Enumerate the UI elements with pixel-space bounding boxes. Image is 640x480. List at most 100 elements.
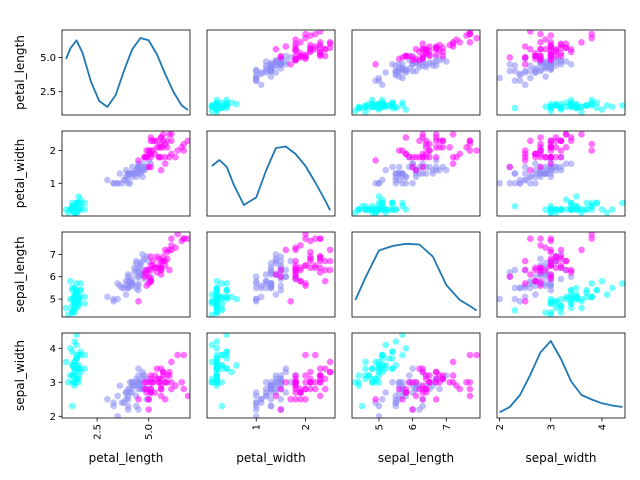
scatter-point <box>375 402 383 410</box>
scatter-point <box>521 163 529 171</box>
scatter-point <box>542 153 549 161</box>
scatter-point <box>578 109 585 115</box>
panel-frame <box>351 332 481 419</box>
panel-frame <box>496 130 626 217</box>
scatter-point <box>466 147 474 154</box>
scatter-point <box>104 293 111 301</box>
scatter-point <box>466 379 474 386</box>
scatter-point <box>218 402 226 410</box>
scatter-point <box>208 379 216 386</box>
scatter-point <box>213 289 221 296</box>
scatter-point <box>312 264 319 272</box>
scatter-point <box>573 284 580 292</box>
scatter-point <box>355 206 363 213</box>
scatter-point <box>532 180 539 187</box>
scatter-point <box>174 351 181 359</box>
scatter-point <box>402 345 410 352</box>
scatter-point <box>147 275 155 283</box>
scatter-point <box>547 300 555 307</box>
scatter-point <box>252 71 260 79</box>
panel-frame <box>61 29 191 116</box>
scatter-point <box>449 358 457 366</box>
y-axis-label: petal_width <box>13 139 27 208</box>
scatter-point <box>432 396 440 403</box>
panel-sepal-width-vs-petal-width <box>208 333 334 418</box>
scatter-point <box>449 131 457 138</box>
scatter-point <box>562 58 570 65</box>
scatter-point <box>69 284 76 292</box>
scatter-point <box>62 358 70 366</box>
scatter-point <box>446 144 454 151</box>
scatter-point <box>81 206 88 213</box>
scatter-point <box>282 43 290 50</box>
scatter-point <box>506 61 514 68</box>
scatter-point <box>395 385 403 393</box>
scatter-point <box>81 300 88 307</box>
scatter-point <box>382 69 390 76</box>
panel-frame <box>351 231 481 318</box>
scatter-point <box>552 264 560 272</box>
scatter-point <box>516 284 524 292</box>
panel-frame <box>206 231 336 318</box>
scatter-point <box>419 150 427 158</box>
scatter-point <box>116 170 124 177</box>
scatter-point <box>77 280 84 287</box>
scatter-point <box>537 255 544 263</box>
y-tick-label: 7 <box>50 250 56 261</box>
panel-frame <box>61 130 191 217</box>
scatter-point <box>104 396 111 403</box>
scatter-point <box>362 103 369 111</box>
scatter-point <box>399 202 406 210</box>
scatter-point <box>141 385 148 393</box>
scatter-point <box>133 260 140 267</box>
scatter-point <box>409 406 416 413</box>
scatter-point <box>326 358 334 366</box>
scatter-point <box>316 235 324 242</box>
scatter-point <box>379 396 386 403</box>
scatter-point <box>557 153 565 161</box>
scatter-point <box>213 295 221 303</box>
scatter-point <box>527 235 534 242</box>
scatter-point <box>527 45 534 53</box>
scatter-point <box>71 338 78 345</box>
kde-line-sepal-length <box>354 242 478 312</box>
scatter-point <box>432 137 440 145</box>
scatter-point <box>262 379 270 386</box>
scatter-point <box>562 160 570 167</box>
scatter-point <box>557 246 565 254</box>
scatter-point <box>355 372 363 379</box>
scatter-point <box>118 180 126 187</box>
scatter-point <box>292 52 299 60</box>
scatter-point <box>272 59 280 67</box>
scatter-point <box>153 365 161 373</box>
scatter-point <box>412 392 420 400</box>
scatter-point <box>588 147 595 154</box>
x-axis-label: sepal_width <box>525 451 596 465</box>
scatter-point <box>449 372 457 379</box>
scatter-point <box>395 163 403 171</box>
scatter-point <box>573 295 580 303</box>
panel-petal-length-vs-sepal-width <box>497 30 625 115</box>
scatter-point <box>497 74 503 82</box>
panel-frame <box>206 332 336 419</box>
scatter-point <box>521 170 529 177</box>
y-tick-label: 3 <box>50 378 56 389</box>
scatter-point <box>223 96 230 104</box>
scatter-point <box>312 385 319 393</box>
scatter-point <box>277 52 285 60</box>
scatter-point <box>139 173 146 181</box>
scatter-point <box>137 166 144 174</box>
scatter-point <box>126 385 134 393</box>
scatter-point <box>547 262 555 269</box>
scatter-point <box>547 246 555 254</box>
scatter-point <box>358 402 366 410</box>
x-tick-label: 2 <box>495 424 506 430</box>
scatter-point <box>302 34 309 42</box>
scatter-point <box>516 71 524 79</box>
x-tick-label: 5.0 <box>144 424 155 440</box>
scatter-point <box>282 365 290 373</box>
scatter-point <box>368 202 376 210</box>
scatter-point <box>419 40 427 47</box>
scatter-point <box>511 202 519 210</box>
scatter-point <box>153 137 161 145</box>
